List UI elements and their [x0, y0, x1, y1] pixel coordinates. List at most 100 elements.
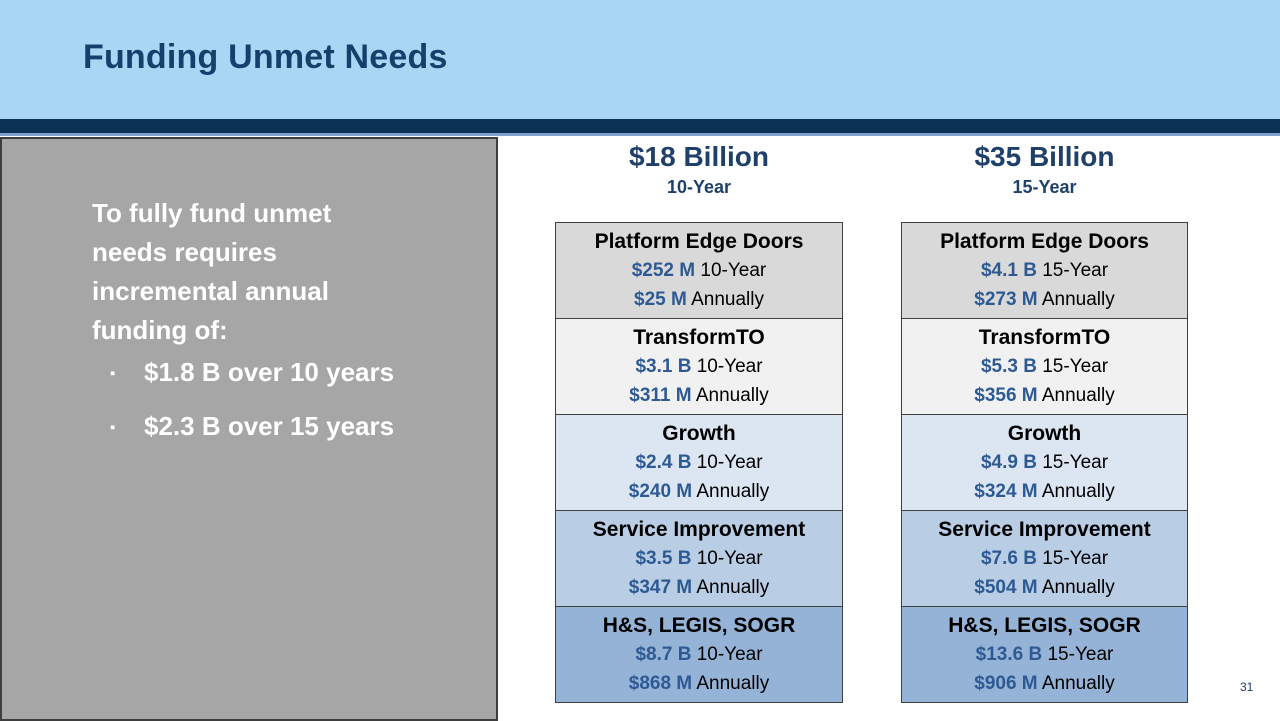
funding-period-label: Annually — [695, 385, 769, 406]
funding-amount: $4.1 B — [980, 260, 1037, 281]
funding-period-label: 10-Year — [696, 452, 763, 473]
scenario-period: 10-Year — [666, 177, 732, 197]
funding-period-label: Annually — [696, 481, 770, 502]
funding-period-label: 15-Year — [1042, 260, 1109, 281]
summary-bullet-list: ▪ $1.8 B over 10 years ▪ $2.3 B over 15 ye… — [110, 357, 394, 465]
funding-period-label: 15-Year — [1047, 644, 1114, 665]
funding-box-annual: $356 M Annually — [974, 381, 1115, 410]
funding-box-annual: $347 M Annually — [629, 573, 770, 602]
summary-panel: To fully fund unmet needs requires incre… — [0, 137, 498, 721]
funding-box-hs-legis-sogr: H&S, LEGIS, SOGR $8.7 B 10-Year $868 M A… — [555, 606, 843, 703]
funding-box-title: H&S, LEGIS, SOGR — [602, 614, 796, 637]
funding-box-hs-legis-sogr: H&S, LEGIS, SOGR $13.6 B 15-Year $906 M … — [901, 606, 1188, 703]
funding-box-title: H&S, LEGIS, SOGR — [948, 614, 1141, 637]
funding-amount: $311 M — [629, 385, 692, 406]
funding-amount: $868 M — [628, 673, 693, 694]
funding-amount: $504 M — [974, 577, 1038, 598]
funding-box-title: Growth — [1007, 422, 1082, 445]
summary-intro-line: needs requires — [92, 237, 277, 267]
funding-amount: $7.6 B — [980, 548, 1037, 569]
funding-amount: $347 M — [628, 577, 693, 598]
funding-period-label: 15-Year — [1042, 548, 1109, 569]
bullet-square-icon: ▪ — [110, 419, 116, 436]
funding-box-growth: Growth $2.4 B 10-Year $240 M Annually — [555, 414, 843, 511]
funding-box-title: Service Improvement — [592, 518, 806, 541]
funding-box-annual: $311 M Annually — [629, 381, 768, 410]
summary-intro: To fully fund unmet needs requires incre… — [92, 194, 331, 350]
funding-box-service-improvement: Service Improvement $3.5 B 10-Year $347 … — [555, 510, 843, 607]
bullet-item: ▪ $1.8 B over 10 years — [110, 357, 394, 388]
page-title: Funding Unmet Needs — [83, 38, 448, 76]
funding-amount: $13.6 B — [975, 644, 1043, 665]
funding-amount: $2.4 B — [635, 452, 692, 473]
funding-period-label: 15-Year — [1042, 356, 1109, 377]
funding-period-label: 10-Year — [696, 356, 763, 377]
scenario-header: $35 Billion 15-Year — [901, 140, 1188, 198]
funding-period-label: 15-Year — [1042, 452, 1109, 473]
funding-period-label: Annually — [691, 289, 764, 310]
funding-amount: $356 M — [974, 385, 1038, 406]
funding-box-annual: $25 M Annually — [634, 285, 764, 314]
funding-box-transformto: TransformTO $3.1 B 10-Year $311 M Annual… — [555, 318, 843, 415]
funding-amount: $4.9 B — [980, 452, 1037, 473]
scenario-header: $18 Billion 10-Year — [555, 140, 843, 198]
bullet-item: ▪ $2.3 B over 15 years — [110, 411, 394, 442]
summary-intro-line: funding of: — [92, 315, 228, 345]
funding-box-title: Growth — [662, 422, 736, 445]
scenario-amount: $18 Billion — [628, 141, 770, 172]
funding-box-total: $7.6 B 15-Year — [981, 544, 1108, 573]
funding-amount: $25 M — [634, 289, 687, 310]
funding-box-stack: Platform Edge Doors $4.1 B 15-Year $273 … — [901, 222, 1188, 703]
funding-box-title: TransformTO — [633, 326, 765, 349]
funding-box-total: $252 M 10-Year — [632, 256, 767, 285]
funding-period-label: 10-Year — [700, 260, 767, 281]
funding-box-title: Platform Edge Doors — [940, 230, 1149, 253]
funding-box-total: $5.3 B 15-Year — [981, 352, 1108, 381]
funding-amount: $273 M — [974, 289, 1038, 310]
funding-box-total: $3.5 B 10-Year — [635, 544, 762, 573]
funding-period-label: 10-Year — [696, 548, 763, 569]
funding-period-label: Annually — [696, 577, 770, 598]
funding-period-label: Annually — [696, 673, 770, 694]
funding-amount: $8.7 B — [635, 644, 692, 665]
funding-box-transformto: TransformTO $5.3 B 15-Year $356 M Annual… — [901, 318, 1188, 415]
funding-amount: $3.5 B — [635, 548, 692, 569]
funding-period-label: Annually — [1041, 673, 1115, 694]
bullet-text: $2.3 B over 15 years — [144, 411, 395, 441]
funding-box-total: $4.9 B 15-Year — [981, 448, 1108, 477]
funding-box-annual: $273 M Annually — [974, 285, 1115, 314]
funding-amount: $3.1 B — [635, 356, 692, 377]
funding-box-total: $4.1 B 15-Year — [981, 256, 1108, 285]
funding-period-label: 10-Year — [696, 644, 763, 665]
funding-box-title: TransformTO — [978, 326, 1111, 349]
funding-box-total: $8.7 B 10-Year — [635, 640, 762, 669]
funding-amount: $252 M — [631, 260, 696, 281]
funding-box-annual: $324 M Annually — [974, 477, 1115, 506]
funding-box-total: $2.4 B 10-Year — [635, 448, 762, 477]
funding-box-title: Platform Edge Doors — [594, 230, 804, 253]
funding-period-label: Annually — [1041, 289, 1115, 310]
funding-box-annual: $906 M Annually — [974, 669, 1115, 698]
funding-box-annual: $240 M Annually — [629, 477, 770, 506]
funding-period-label: Annually — [1041, 577, 1115, 598]
header-band: Funding Unmet Needs — [0, 0, 1280, 119]
funding-box-platform-edge-doors: Platform Edge Doors $252 M 10-Year $25 M… — [555, 222, 843, 319]
funding-box-service-improvement: Service Improvement $7.6 B 15-Year $504 … — [901, 510, 1188, 607]
scenario-period: 15-Year — [1012, 177, 1077, 197]
funding-period-label: Annually — [1041, 481, 1115, 502]
bullet-square-icon: ▪ — [110, 365, 116, 382]
funding-amount: $906 M — [974, 673, 1038, 694]
funding-amount: $324 M — [974, 481, 1038, 502]
funding-box-platform-edge-doors: Platform Edge Doors $4.1 B 15-Year $273 … — [901, 222, 1188, 319]
divider-bar — [0, 119, 1280, 136]
funding-box-annual: $504 M Annually — [974, 573, 1115, 602]
funding-amount: $5.3 B — [980, 356, 1037, 377]
funding-amount: $240 M — [628, 481, 693, 502]
scenario-10-year: $18 Billion 10-Year Platform Edge Doors … — [555, 140, 843, 703]
funding-period-label: Annually — [1041, 385, 1115, 406]
funding-box-annual: $868 M Annually — [629, 669, 770, 698]
page-number: 31 — [1240, 680, 1254, 694]
scenario-amount: $35 Billion — [974, 141, 1115, 172]
funding-box-total: $3.1 B 10-Year — [635, 352, 762, 381]
